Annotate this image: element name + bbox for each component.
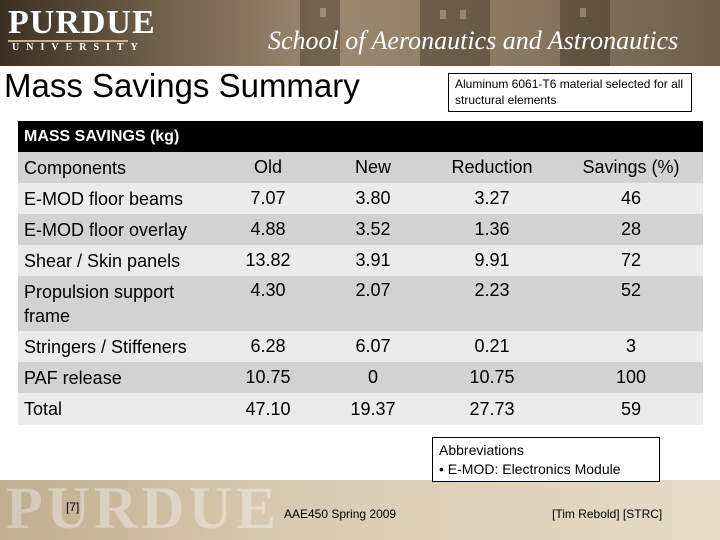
reduction-cell: 9.91	[474, 250, 510, 270]
savings-cell: 3	[625, 336, 636, 356]
reduction-cell: 10.75	[469, 367, 515, 387]
course-label: AAE450 Spring 2009	[284, 507, 397, 521]
window-decoration	[580, 8, 586, 17]
component-cell: PAF release	[24, 367, 122, 388]
reduction-cell: 27.73	[469, 398, 515, 419]
savings-cell: 28	[620, 219, 642, 239]
new-cell: 0	[367, 367, 378, 387]
abbreviation-item: • E-MOD: Electronics Module	[439, 461, 621, 477]
page-title: Mass Savings Summary	[4, 67, 360, 104]
column-header: Components	[24, 157, 127, 178]
old-cell: 7.07	[250, 188, 286, 208]
old-cell: 4.30	[250, 280, 286, 300]
old-cell: 10.75	[245, 367, 291, 387]
abbreviations-box: Abbreviations • E-MOD: Electronics Modul…	[432, 437, 660, 482]
component-cell: Shear / Skin panels	[24, 250, 181, 271]
component-cell: Stringers / Stiffeners	[24, 336, 187, 357]
table-row: PAF release 10.75 0 10.75 100	[18, 362, 703, 393]
building-silhouette	[560, 0, 610, 66]
component-cell: Propulsion support frame	[24, 282, 175, 326]
savings-cell: 46	[620, 188, 642, 208]
author-label: [Tim Rebold] [STRC]	[552, 507, 663, 521]
table-total-row: Total 47.10 19.37 27.73 59	[18, 393, 703, 425]
table-row: Stringers / Stiffeners 6.28 6.07 0.21 3	[18, 331, 703, 362]
table-row: Propulsion support frame 4.30 2.07 2.23 …	[18, 276, 703, 331]
table-row: E-MOD floor overlay 4.88 3.52 1.36 28	[18, 214, 703, 245]
new-cell: 6.07	[355, 336, 391, 356]
footer-banner: PURDUE	[0, 480, 720, 540]
new-cell: 2.07	[355, 280, 391, 300]
table-row: Shear / Skin panels 13.82 3.91 9.91 72	[18, 245, 703, 276]
savings-cell: 72	[620, 250, 642, 270]
old-cell: 13.82	[245, 250, 291, 270]
logo-rule	[8, 40, 128, 42]
column-header: Old	[253, 157, 282, 177]
header-banner: PURDUE UNIVERSITY School of Aeronautics …	[0, 0, 720, 66]
new-cell: 3.80	[355, 188, 391, 208]
slide-number: [7]	[66, 500, 80, 514]
university-logo-subtitle: UNIVERSITY	[12, 42, 145, 53]
new-cell: 3.91	[355, 250, 391, 270]
table-caption: MASS SAVINGS (kg)	[18, 121, 703, 152]
component-cell: E-MOD floor beams	[24, 188, 184, 209]
column-header: New	[354, 157, 391, 177]
old-cell: 47.10	[245, 398, 291, 419]
school-name: School of Aeronautics and Astronautics	[268, 26, 679, 55]
university-logo-wordmark: PURDUE	[8, 4, 156, 41]
column-header: Savings (%)	[582, 157, 680, 177]
mass-savings-table: MASS SAVINGS (kg) Components Old New Red…	[18, 121, 703, 425]
window-decoration	[440, 10, 446, 19]
reduction-cell: 0.21	[474, 336, 510, 356]
old-cell: 4.88	[250, 219, 286, 239]
reduction-cell: 2.23	[474, 280, 510, 300]
new-cell: 3.52	[355, 219, 391, 239]
savings-cell: 100	[615, 367, 647, 387]
material-note: Aluminum 6061-T6 material selected for a…	[448, 73, 692, 112]
abbreviations-title: Abbreviations	[439, 442, 524, 458]
savings-cell: 59	[620, 398, 642, 419]
building-silhouette	[300, 0, 340, 66]
new-cell: 19.37	[350, 398, 396, 419]
table-row: E-MOD floor beams 7.07 3.80 3.27 46	[18, 183, 703, 214]
component-cell: Total	[24, 399, 63, 419]
footer-watermark: PURDUE	[6, 480, 280, 540]
building-silhouette	[420, 0, 490, 66]
window-decoration	[320, 8, 326, 17]
reduction-cell: 1.36	[474, 219, 510, 239]
column-header: Reduction	[451, 157, 533, 177]
savings-cell: 52	[620, 280, 642, 300]
component-cell: E-MOD floor overlay	[24, 219, 188, 240]
table-header-row: Components Old New Reduction Savings (%)	[18, 152, 703, 183]
window-decoration	[460, 10, 466, 19]
reduction-cell: 3.27	[474, 188, 510, 208]
old-cell: 6.28	[250, 336, 286, 356]
